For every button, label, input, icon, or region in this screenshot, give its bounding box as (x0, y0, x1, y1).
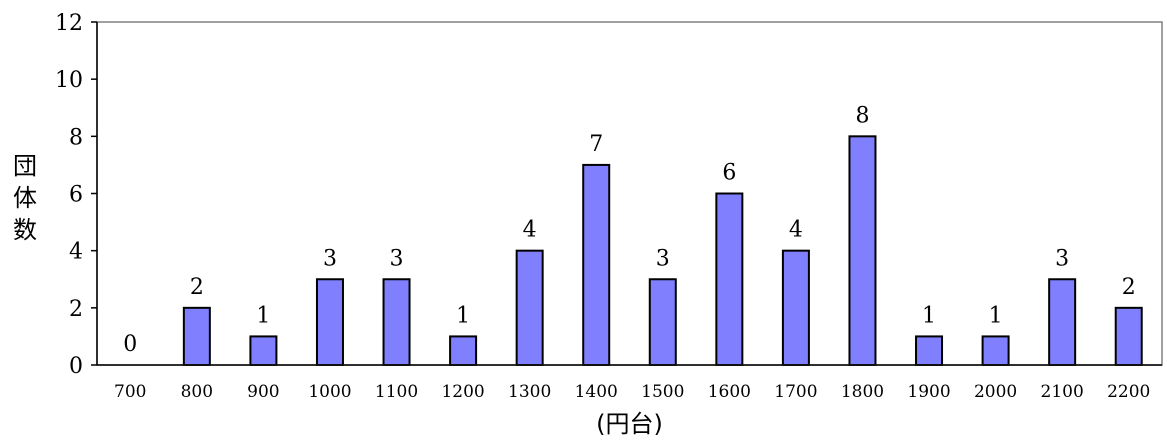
data-label-1700: 4 (789, 218, 803, 243)
x-tick-label-700: 700 (114, 382, 146, 402)
data-label-900: 1 (256, 303, 270, 328)
x-axis-label: (円台) (596, 410, 663, 438)
data-label-1600: 6 (722, 161, 736, 186)
data-label-2100: 3 (1055, 246, 1069, 271)
axes-group (91, 21, 1163, 366)
data-label-1800: 8 (855, 103, 869, 128)
x-tick-label-1900: 1900 (907, 382, 950, 402)
x-tick-label-2200: 2200 (1107, 382, 1150, 402)
data-label-1000: 3 (323, 246, 337, 271)
data-label-1300: 4 (523, 218, 537, 243)
y-axis-label-char-1: 団 (13, 152, 37, 180)
x-tick-label-1400: 1400 (575, 382, 618, 402)
bar-1600 (715, 192, 744, 366)
x-tick-label-1200: 1200 (441, 382, 484, 402)
y-tick-label: 8 (69, 125, 83, 150)
y-tick-label: 2 (69, 297, 83, 322)
data-labels-group: 0 2 1 3 3 1 4 7 3 6 4 8 1 1 3 2 (123, 103, 1135, 357)
bar-1800 (848, 135, 877, 366)
y-tick-label: 0 (69, 354, 83, 379)
x-tick-label-1800: 1800 (841, 382, 884, 402)
x-tick-label-1300: 1300 (508, 382, 551, 402)
y-tick-label: 4 (69, 240, 83, 265)
bar-2200 (1114, 306, 1143, 367)
bar-1500 (648, 278, 677, 366)
x-tick-label-900: 900 (247, 382, 279, 402)
bar-900 (249, 335, 278, 366)
data-label-800: 2 (190, 275, 204, 300)
data-label-1200: 1 (456, 303, 470, 328)
bar-1300 (515, 249, 544, 367)
y-axis-label-char-2: 体 (13, 184, 37, 212)
x-tick-label-800: 800 (181, 382, 213, 402)
bars-group (182, 135, 1143, 367)
data-label-2200: 2 (1122, 275, 1136, 300)
data-label-1400: 7 (589, 132, 603, 157)
x-tick-label-1700: 1700 (774, 382, 817, 402)
y-tick-label: 6 (69, 183, 83, 208)
x-tick-label-1100: 1100 (375, 382, 418, 402)
data-label-1900: 1 (922, 303, 936, 328)
bar-1000 (315, 278, 344, 366)
bar-1200 (449, 335, 478, 366)
data-label-1500: 3 (656, 246, 670, 271)
bar-800 (182, 306, 211, 367)
bar-1900 (915, 335, 944, 366)
x-tick-label-1000: 1000 (308, 382, 351, 402)
x-tick-label-1500: 1500 (641, 382, 684, 402)
bar-1100 (382, 278, 411, 366)
y-axis-label-char-3: 数 (13, 216, 37, 244)
x-tick-label-2100: 2100 (1041, 382, 1084, 402)
x-tick-label-1600: 1600 (708, 382, 751, 402)
x-tick-labels-group: 700 800 900 1000 1100 1200 1300 1400 1500 1600 170… (114, 382, 1150, 402)
y-tick-labels-group: 0 2 4 6 8 10 12 (55, 11, 83, 379)
data-label-1100: 3 (390, 246, 404, 271)
bar-2100 (1048, 278, 1077, 366)
bar-1400 (582, 163, 611, 366)
y-tick-label: 12 (55, 11, 83, 36)
data-label-2000: 1 (989, 303, 1003, 328)
bar-1700 (781, 249, 810, 367)
x-tick-label-2000: 2000 (974, 382, 1017, 402)
y-tick-label: 10 (55, 68, 83, 93)
bar-2000 (981, 335, 1010, 366)
data-label-700: 0 (123, 332, 137, 357)
